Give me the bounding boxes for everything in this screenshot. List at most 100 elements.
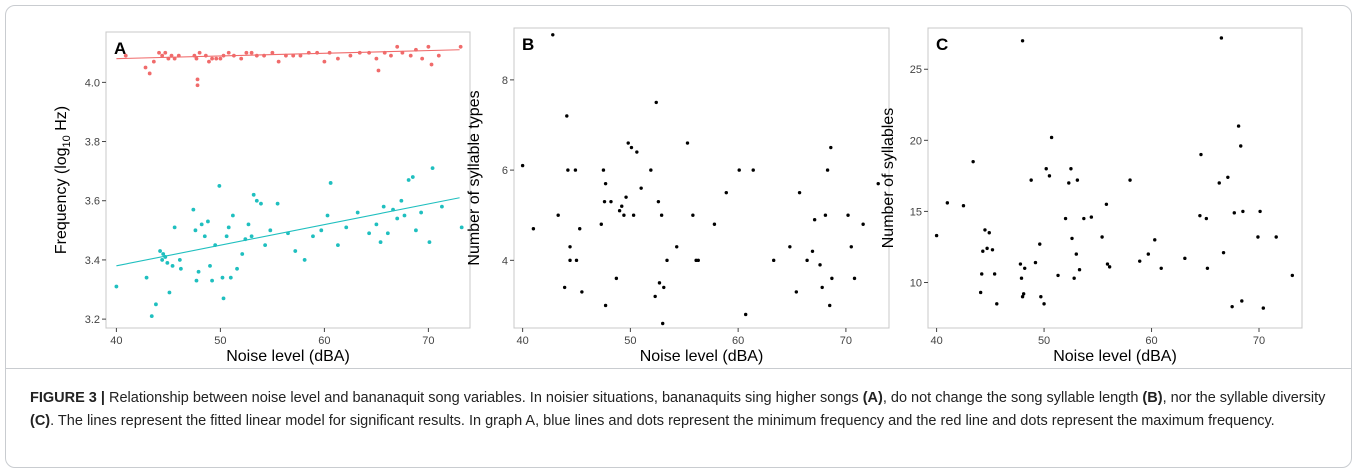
data-point: [194, 56, 199, 61]
data-point: [945, 201, 950, 205]
data-point: [244, 50, 249, 55]
data-point: [315, 50, 320, 55]
caption-ref-b: (B): [1142, 390, 1163, 406]
data-point: [226, 50, 231, 55]
data-point: [374, 222, 379, 227]
data-point: [1072, 276, 1076, 280]
data-point: [1063, 216, 1068, 221]
data-point: [823, 213, 828, 217]
data-point: [1042, 302, 1046, 306]
data-point: [1038, 242, 1042, 246]
data-point: [143, 65, 148, 70]
data-point: [399, 198, 404, 203]
data-point: [1159, 266, 1163, 270]
data-point: [987, 231, 991, 235]
y-tick-label: 15: [910, 206, 922, 218]
data-point: [556, 213, 560, 217]
data-point: [1274, 235, 1278, 239]
y-tick-label: 3.2: [85, 314, 100, 326]
data-point: [228, 275, 233, 280]
data-point: [210, 56, 214, 61]
x-tick-label: 50: [214, 335, 226, 347]
data-point: [1146, 252, 1151, 256]
data-point: [254, 198, 259, 203]
y-tick-label: 25: [910, 64, 922, 76]
data-point: [220, 275, 225, 280]
data-point: [829, 145, 833, 150]
data-point: [653, 294, 657, 299]
data-point: [649, 168, 653, 172]
data-point: [1232, 211, 1236, 215]
data-point: [420, 56, 425, 61]
data-point: [565, 114, 569, 118]
data-point: [1128, 178, 1132, 182]
data-point: [696, 258, 700, 263]
data-point: [381, 204, 386, 209]
data-point: [1258, 209, 1262, 214]
plot-frame: [513, 27, 890, 329]
data-point: [980, 272, 984, 276]
data-point: [193, 228, 198, 233]
data-point: [665, 258, 669, 263]
data-point: [1021, 292, 1026, 296]
data-point: [639, 186, 643, 190]
data-point: [771, 258, 776, 263]
data-point: [163, 50, 168, 55]
data-point: [737, 168, 741, 172]
data-point: [566, 168, 570, 172]
data-point: [319, 228, 324, 233]
data-point: [1230, 304, 1234, 309]
data-point: [1107, 265, 1112, 269]
data-point: [427, 240, 432, 245]
data-point: [172, 225, 177, 230]
data-point: [408, 53, 413, 58]
data-point: [794, 290, 799, 294]
data-point: [635, 150, 639, 154]
data-point: [367, 231, 372, 236]
data-point: [348, 53, 353, 58]
data-point: [336, 56, 340, 61]
x-tick-label: 70: [1253, 335, 1265, 347]
data-point: [391, 207, 395, 212]
data-point: [419, 210, 424, 215]
data-point: [208, 263, 212, 268]
data-point: [459, 225, 464, 230]
data-point: [961, 204, 966, 208]
data-point: [327, 50, 332, 55]
data-point: [367, 50, 372, 55]
data-point: [830, 276, 834, 281]
data-point: [160, 53, 165, 58]
x-tick-label: 40: [516, 335, 528, 347]
data-point: [810, 249, 815, 254]
data-point: [169, 53, 174, 58]
data-point: [293, 249, 298, 253]
data-point: [743, 312, 748, 317]
data-point: [402, 213, 407, 218]
data-point: [275, 201, 280, 206]
data-point: [981, 249, 985, 253]
data-point: [246, 222, 251, 227]
y-axis-label: Number of syllables: [880, 108, 897, 249]
x-tick-label: 70: [422, 335, 434, 347]
data-point: [395, 216, 400, 221]
data-point: [144, 275, 149, 280]
data-point: [1075, 178, 1080, 182]
data-point: [385, 231, 390, 236]
data-point: [1217, 181, 1221, 185]
data-point: [165, 260, 170, 265]
x-tick-label: 40: [930, 335, 942, 347]
plot-frame: [105, 31, 471, 329]
data-point: [1219, 36, 1224, 40]
data-point: [249, 234, 254, 239]
data-point: [158, 249, 162, 253]
data-point: [602, 199, 607, 204]
data-point: [291, 53, 296, 58]
data-point: [213, 243, 218, 248]
caption-text-3: , nor the syllable diversity: [1162, 390, 1326, 406]
data-point: [1089, 215, 1094, 219]
data-point: [603, 181, 608, 186]
data-point: [805, 258, 809, 263]
data-point: [262, 53, 266, 58]
data-point: [1205, 266, 1210, 270]
data-point: [178, 266, 183, 271]
